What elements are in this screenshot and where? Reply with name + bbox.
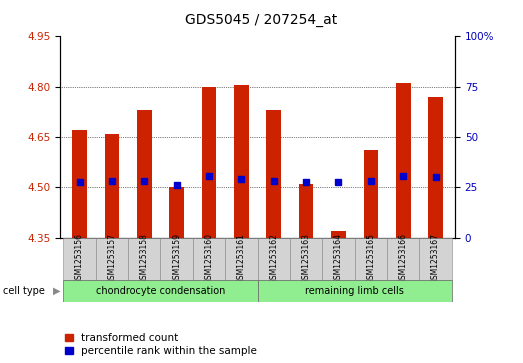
Bar	[290, 238, 322, 280]
Bar	[128, 238, 161, 280]
Text: GSM1253162: GSM1253162	[269, 233, 278, 284]
Bar	[202, 87, 217, 238]
Bar	[355, 238, 387, 280]
Bar	[63, 238, 96, 280]
Text: chondrocyte condensation: chondrocyte condensation	[96, 286, 225, 296]
Bar	[331, 231, 346, 238]
Text: GSM1253160: GSM1253160	[204, 233, 213, 284]
Text: GDS5045 / 207254_at: GDS5045 / 207254_at	[185, 13, 338, 27]
Text: GSM1253166: GSM1253166	[399, 233, 408, 284]
Bar	[257, 238, 290, 280]
Text: GSM1253157: GSM1253157	[107, 233, 117, 284]
Bar	[193, 238, 225, 280]
Text: remaining limb cells: remaining limb cells	[305, 286, 404, 296]
Bar	[267, 110, 281, 238]
Bar	[169, 187, 184, 238]
Bar	[363, 150, 378, 238]
Text: GSM1253158: GSM1253158	[140, 233, 149, 284]
Bar	[137, 110, 152, 238]
Text: GSM1253159: GSM1253159	[172, 233, 181, 284]
Bar	[96, 238, 128, 280]
Bar	[225, 238, 258, 280]
Bar	[387, 238, 419, 280]
Bar	[299, 184, 313, 238]
Bar	[63, 280, 258, 302]
Text: GSM1253165: GSM1253165	[366, 233, 376, 284]
Bar	[322, 238, 355, 280]
Bar	[396, 83, 411, 238]
Bar	[419, 238, 452, 280]
Text: GSM1253156: GSM1253156	[75, 233, 84, 284]
Bar	[257, 280, 452, 302]
Text: cell type: cell type	[3, 286, 44, 296]
Text: ▶: ▶	[53, 286, 60, 296]
Bar	[161, 238, 193, 280]
Legend: transformed count, percentile rank within the sample: transformed count, percentile rank withi…	[65, 333, 257, 356]
Text: GSM1253163: GSM1253163	[302, 233, 311, 284]
Bar	[105, 134, 119, 238]
Text: GSM1253164: GSM1253164	[334, 233, 343, 284]
Text: GSM1253161: GSM1253161	[237, 233, 246, 284]
Text: GSM1253167: GSM1253167	[431, 233, 440, 284]
Bar	[234, 85, 248, 238]
Bar	[428, 97, 443, 238]
Bar	[72, 130, 87, 238]
